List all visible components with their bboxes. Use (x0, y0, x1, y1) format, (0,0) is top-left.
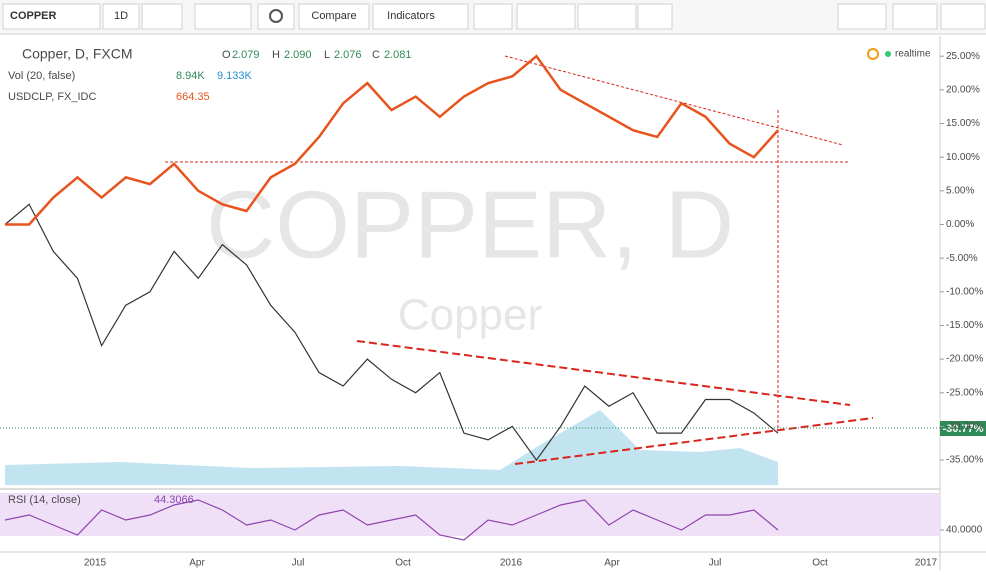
realtime: realtime (895, 49, 931, 60)
y-tick-label: 15.00% (946, 118, 980, 129)
compare-button[interactable] (298, 3, 370, 30)
y-tick-label: -35.00% (946, 455, 983, 466)
compare-value: 664.35 (176, 91, 210, 103)
l-value: 2.076 (334, 49, 362, 61)
x-tick-label: 2015 (84, 558, 107, 569)
c-label: C (372, 49, 380, 61)
settings-button[interactable] (257, 3, 295, 30)
watermark: COPPER, D (206, 171, 734, 278)
h-value: 2.090 (284, 49, 312, 61)
indicators[interactable]: Indicators (387, 10, 435, 22)
rsi-band (0, 493, 940, 536)
o-label: O (222, 49, 231, 61)
save-button[interactable] (940, 3, 986, 30)
c-value: 2.081 (384, 49, 412, 61)
x-tick-label: Apr (604, 558, 620, 569)
menu-button[interactable] (141, 3, 183, 30)
x-tick-label: Oct (395, 558, 411, 569)
y-tick-label: -5.00% (946, 253, 978, 264)
interval[interactable]: 1D (114, 10, 128, 22)
undo-redo[interactable] (577, 3, 637, 30)
watermark-sub: Copper (398, 291, 542, 340)
compare-name: USDCLP, FX_IDC (8, 91, 96, 103)
y-tick-label: -20.00% (946, 354, 983, 365)
y-tick-label: -15.00% (946, 320, 983, 331)
price-badge-bg (940, 421, 986, 436)
series-line (4, 203, 779, 462)
y-tick-label: -30.00% (946, 421, 983, 432)
vol-ma: 9.133K (217, 70, 253, 82)
rsi-name: RSI (14, close) (8, 494, 81, 506)
x-tick-label: Apr (189, 558, 205, 569)
x-tick-label: Oct (812, 558, 828, 569)
y-tick-label: 10.00% (946, 152, 980, 163)
fullscreen-button[interactable] (637, 3, 673, 30)
interval-box[interactable] (102, 3, 140, 30)
vol-value: 8.94K (176, 70, 205, 82)
series-line (5, 54, 779, 226)
x-tick-label: 2016 (500, 558, 523, 569)
y-tick-label: 40.0000 (946, 525, 983, 536)
x-tick-label: Jul (709, 558, 722, 569)
h-label: H (272, 49, 280, 61)
y-tick-label: -10.00% (946, 286, 983, 297)
trend-lines (165, 55, 874, 465)
symbol-box[interactable] (2, 3, 101, 30)
price-badge: -30.77% (943, 423, 984, 435)
rsi-value: 44.3066 (154, 494, 194, 506)
x-tick-label: Jul (292, 558, 305, 569)
series-line (4, 499, 779, 541)
series-name: Copper, D, FXCM (22, 46, 132, 62)
alert-button[interactable] (473, 3, 513, 30)
y-tick-label: -25.00% (946, 387, 983, 398)
layout-button[interactable] (837, 3, 887, 30)
load-button[interactable] (892, 3, 938, 30)
o-value: 2.079 (232, 49, 260, 61)
symbol[interactable]: COPPER (10, 10, 57, 22)
idea-button[interactable] (516, 3, 576, 30)
l-label: L (324, 49, 330, 61)
chart-style-button[interactable] (194, 3, 252, 30)
x-tick-label: 2017 (915, 558, 938, 569)
compare[interactable]: Compare (311, 10, 356, 22)
y-tick-label: 5.00% (946, 185, 974, 196)
y-tick-label: 20.00% (946, 84, 980, 95)
vol-name: Vol (20, false) (8, 70, 75, 82)
y-tick-label: 25.00% (946, 51, 980, 62)
volume-area (5, 410, 778, 485)
y-tick-label: 0.00% (946, 219, 974, 230)
indicators-button[interactable] (372, 3, 469, 30)
